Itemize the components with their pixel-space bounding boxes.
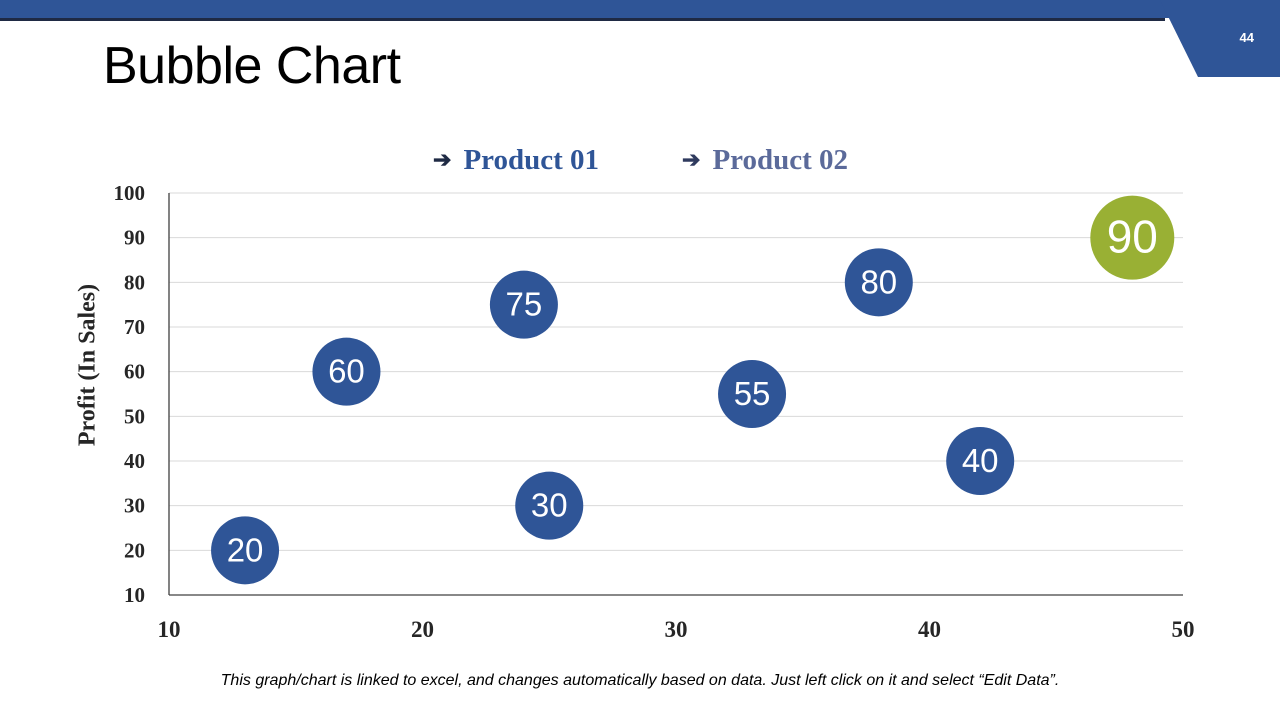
legend-item-product-02[interactable]: ➔ Product 02 [682, 144, 848, 177]
chart-legend: ➔ Product 01 ➔ Product 02 [0, 144, 1280, 180]
y-tick-label: 70 [124, 315, 145, 339]
arrow-bullet-icon: ➔ [682, 147, 701, 172]
bubble-point[interactable] [211, 516, 280, 585]
bubble-point[interactable] [515, 471, 584, 540]
top-divider [0, 18, 1165, 21]
y-tick-label: 60 [124, 360, 145, 384]
arrow-bullet-icon: ➔ [433, 147, 452, 172]
y-tick-label: 90 [124, 226, 145, 250]
slide-title: Bubble Chart [103, 37, 401, 95]
bubble-point[interactable] [718, 360, 787, 428]
x-tick-label: 30 [665, 617, 688, 642]
legend-label: Product 01 [463, 144, 600, 176]
bubble-point[interactable] [844, 248, 913, 317]
x-tick-label: 40 [918, 617, 941, 642]
bubble-point[interactable] [946, 427, 1015, 495]
bubble-point[interactable] [1090, 195, 1175, 280]
y-tick-label: 40 [124, 449, 145, 473]
y-tick-label: 20 [124, 538, 145, 562]
bubble-data-label: 80 [860, 263, 897, 300]
y-tick-label: 80 [124, 270, 145, 294]
bubble-data-label: 60 [328, 353, 365, 390]
bubble-data-label: 55 [734, 375, 771, 412]
y-tick-label: 100 [114, 181, 146, 205]
y-tick-label: 10 [124, 583, 145, 607]
top-banner [0, 0, 1280, 18]
bubble-data-label: 75 [506, 286, 543, 323]
x-tick-label: 50 [1172, 617, 1195, 642]
bubble-data-label: 20 [227, 531, 264, 568]
bubble-data-label: 40 [962, 442, 999, 479]
y-tick-label: 50 [124, 404, 145, 428]
footnote: This graph/chart is linked to excel, and… [220, 672, 1060, 689]
x-tick-label: 20 [411, 617, 434, 642]
y-tick-label: 30 [124, 494, 145, 518]
bubble-data-label: 90 [1107, 211, 1158, 263]
page-number: 44 [1239, 30, 1254, 45]
legend-label: Product 02 [712, 144, 849, 176]
x-tick-label: 10 [158, 617, 181, 642]
bubble-point[interactable] [312, 337, 381, 406]
legend-item-product-01[interactable]: ➔ Product 01 [433, 144, 599, 177]
bubble-data-label: 30 [531, 487, 568, 524]
bubble-point[interactable] [489, 270, 558, 339]
